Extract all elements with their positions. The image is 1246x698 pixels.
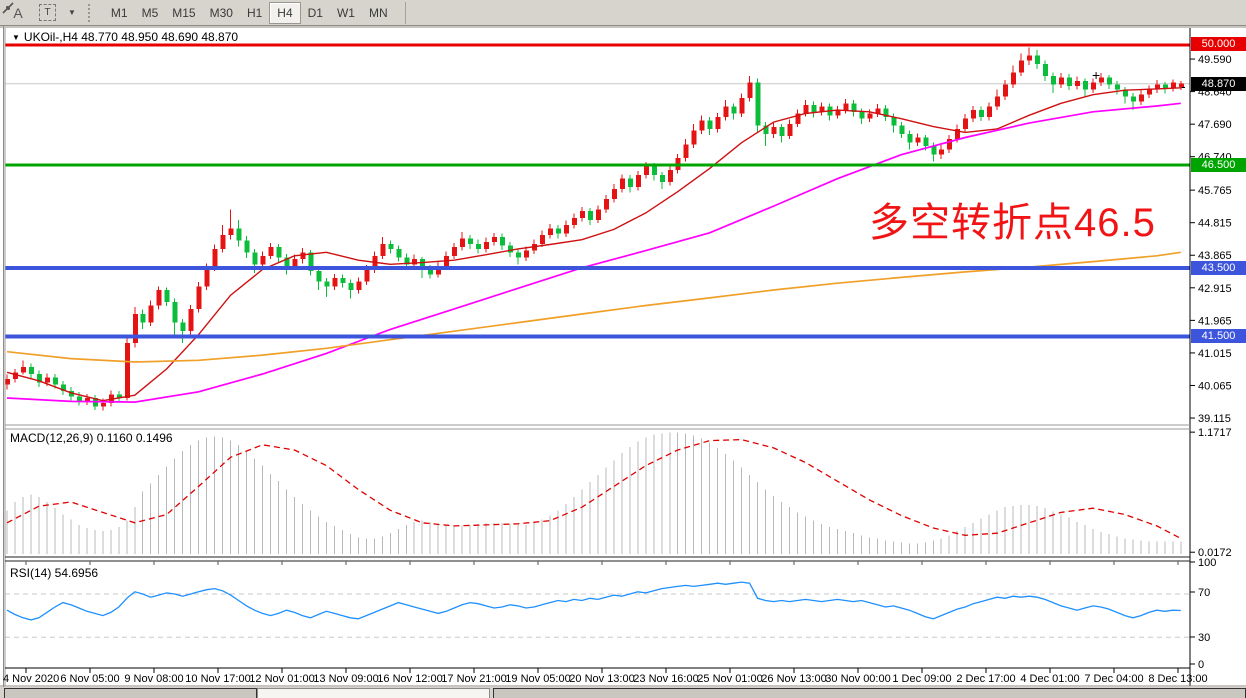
chart-title[interactable]: ▼ UKOil-,H4 48.770 48.950 48.690 48.870 [12,30,238,44]
time-tick-label: 25 Nov 01:00 [697,673,762,685]
time-tick-label: 16 Nov 12:00 [377,673,442,685]
time-tick-label: 2 Dec 17:00 [956,673,1015,685]
level-badge-50: 50.000 [1191,37,1246,51]
level-badge-43-5: 43.500 [1191,261,1246,275]
macd-tick-label: 0.0172 [1198,547,1232,559]
bottom-tab[interactable] [4,688,257,698]
price-tick-label: 43.865 [1198,250,1232,262]
chevron-down-icon[interactable]: ▼ [68,8,76,17]
macd-signal-line [6,438,1182,539]
timeframe-button-h1[interactable]: H1 [246,5,263,20]
timeframe-button-m1[interactable]: M1 [110,5,128,20]
time-tick-label: 10 Nov 17:00 [185,673,250,685]
level-badge-41-5: 41.500 [1191,329,1246,343]
chart-marker: + [1092,67,1100,83]
time-axis-layer: 4 Nov 2020 6 Nov 05:00 9 Nov 08:00 10 Nov 1… [3,561,1208,685]
rsi-tick-label: 0 [1198,659,1204,671]
price-tick-label: 45.765 [1198,185,1232,197]
price-tick-label: 42.915 [1198,283,1232,295]
timeframe-button-w1[interactable]: W1 [336,5,355,20]
bid-price-badge: 48.870 [1191,77,1246,91]
timeframe-button-m15[interactable]: M15 [172,5,196,20]
timeframe-button-m30[interactable]: M30 [209,5,233,20]
time-tick-label: 23 Nov 16:00 [633,673,698,685]
chart-window[interactable] [0,26,1246,698]
toolbar-separator [404,1,406,24]
toolbar-grip [87,3,96,22]
time-tick-label: 19 Nov 05:00 [505,673,570,685]
bottom-tab-active[interactable] [257,688,490,698]
time-tick-label: 7 Dec 04:00 [1084,673,1143,685]
time-tick-label: 6 Nov 05:00 [60,673,119,685]
price-tick-label: 44.815 [1198,218,1232,230]
arrow-style-button[interactable]: A [13,4,23,21]
time-tick-label: 17 Nov 21:00 [441,673,506,685]
chart-marker: - [1181,78,1186,94]
rsi-tick-label: 70 [1198,587,1210,599]
rsi-tick-label: 30 [1198,632,1210,644]
time-tick-label: 1 Dec 09:00 [892,673,951,685]
timeframe-button-mn[interactable]: MN [368,5,388,20]
price-tick-label: 39.115 [1198,413,1231,425]
time-tick-label: 26 Nov 13:00 [761,673,826,685]
ma-fast-line[interactable] [6,87,1181,402]
macd-tick-label: 1.1717 [1198,427,1232,439]
rsi-tick-label: 100 [1198,557,1216,569]
price-tick-label: 41.015 [1198,348,1232,360]
annotation-text: 多空转折点46.5 [869,201,1156,245]
price-tick-label: 41.965 [1198,315,1232,327]
time-tick-label: 4 Nov 2020 [3,673,59,685]
window-left-border [3,26,4,687]
rsi-line [6,581,1181,621]
price-tick-label: 40.065 [1198,380,1232,392]
bottom-tab-strip [0,687,1246,698]
time-tick-label: 4 Dec 01:00 [1020,673,1079,685]
cursor-tool-button[interactable]: ▼ [2,2,76,17]
chart-title-text: UKOil-,H4 48.770 48.950 48.690 48.870 [23,30,239,44]
price-tick-label: 47.690 [1198,119,1232,131]
timeframe-button-h4[interactable]: H4 [269,1,301,24]
price-tick-label: 49.590 [1198,54,1232,66]
ma-medium-line[interactable] [6,102,1181,403]
timeframe-button-m5[interactable]: M5 [141,5,159,20]
macd-layer [6,432,1182,554]
markers-layer: +- [1092,67,1186,94]
macd-signal-layer [6,438,1182,539]
frame-layer [0,26,1246,687]
text-tool-icon[interactable]: T [39,4,56,21]
bottom-tab[interactable] [493,688,1246,698]
time-tick-label: 30 Nov 00:00 [825,673,890,685]
toolbar: A T ▼ M1 M5 M15 M30 H1 H4 D1 W1 MN [0,0,1246,26]
price-axis-layer: 49.59048.64047.69046.74045.76544.81543.8… [1190,54,1232,671]
rsi-layer [5,581,1190,638]
time-tick-label: 13 Nov 09:00 [313,673,378,685]
level-lines-layer [5,43,1190,339]
rsi-indicator-label: RSI(14) 54.6956 [10,566,99,580]
time-tick-label: 8 Dec 13:00 [1148,673,1207,685]
dropdown-triangle-icon[interactable]: ▼ [12,33,20,42]
time-tick-label: 20 Nov 13:00 [569,673,634,685]
time-tick-label: 12 Nov 01:00 [249,673,314,685]
timeframe-button-d1[interactable]: D1 [307,5,323,20]
macd-indicator-label: MACD(12,26,9) 0.1160 0.1496 [10,431,173,445]
time-tick-label: 9 Nov 08:00 [124,673,183,685]
level-badge-46-5: 46.500 [1191,158,1246,172]
